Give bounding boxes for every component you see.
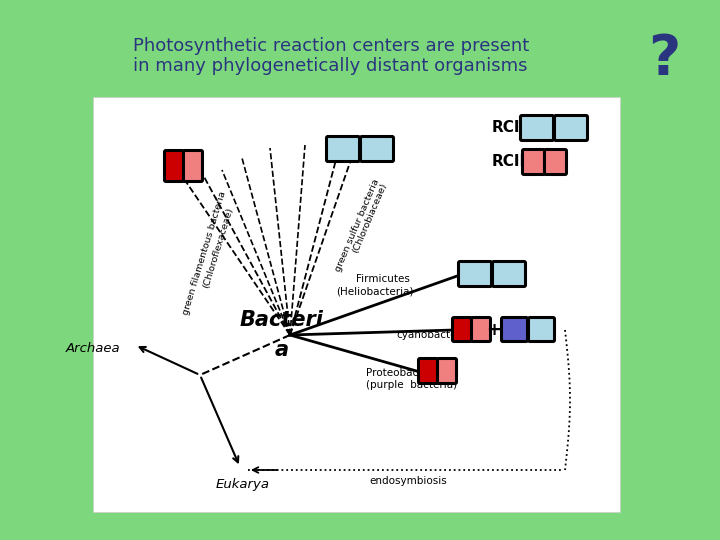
Text: in many phylogenetically distant organisms: in many phylogenetically distant organis… [133, 57, 528, 75]
Bar [93, 97, 620, 512]
FancyBboxPatch shape [528, 318, 554, 341]
FancyBboxPatch shape [164, 151, 184, 181]
Text: +: + [487, 321, 502, 339]
Text: Photosynthetic reaction centers are present: Photosynthetic reaction centers are pres… [133, 37, 529, 55]
Text: RCI:: RCI: [492, 120, 527, 136]
Text: Eukarya: Eukarya [216, 478, 270, 491]
FancyBboxPatch shape [326, 137, 359, 161]
Text: Bacteri: Bacteri [240, 310, 324, 330]
Text: Firmicutes: Firmicutes [356, 274, 410, 284]
Text: ?: ? [648, 32, 680, 86]
Text: cyanobacteria: cyanobacteria [396, 330, 470, 340]
FancyBboxPatch shape [554, 116, 588, 140]
FancyBboxPatch shape [452, 318, 472, 341]
Text: (Chloroflexaceae): (Chloroflexaceae) [202, 206, 235, 289]
Text: green filamentous bacteria: green filamentous bacteria [182, 190, 228, 316]
FancyBboxPatch shape [544, 150, 567, 174]
Text: a: a [275, 340, 289, 360]
FancyBboxPatch shape [459, 261, 492, 287]
FancyBboxPatch shape [472, 318, 490, 341]
Text: Archaea: Archaea [66, 341, 120, 354]
Text: (purple  bacteria): (purple bacteria) [366, 380, 457, 390]
Text: RCII:: RCII: [492, 154, 532, 170]
FancyBboxPatch shape [361, 137, 394, 161]
FancyBboxPatch shape [184, 151, 202, 181]
FancyBboxPatch shape [523, 150, 544, 174]
FancyBboxPatch shape [521, 116, 554, 140]
FancyBboxPatch shape [502, 318, 528, 341]
FancyBboxPatch shape [438, 359, 456, 383]
Text: green sulfur bacteria: green sulfur bacteria [333, 177, 381, 273]
Text: Proteobacteria: Proteobacteria [366, 368, 443, 378]
Text: (Heliobacteria): (Heliobacteria) [336, 286, 414, 296]
Text: (Chlorobiaceae): (Chlorobiaceae) [351, 181, 389, 254]
Text: endosymbiosis: endosymbiosis [369, 476, 447, 486]
FancyBboxPatch shape [492, 261, 526, 287]
FancyBboxPatch shape [418, 359, 438, 383]
